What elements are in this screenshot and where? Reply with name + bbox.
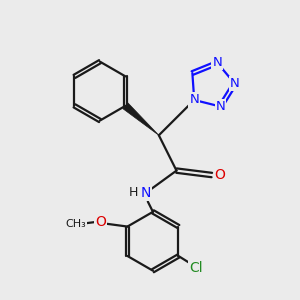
Text: Cl: Cl xyxy=(189,261,203,275)
Text: N: N xyxy=(230,77,240,90)
Text: N: N xyxy=(189,94,199,106)
Text: O: O xyxy=(95,215,106,229)
Polygon shape xyxy=(123,103,159,135)
Text: N: N xyxy=(212,56,222,69)
Text: H: H xyxy=(129,186,139,199)
Text: CH₃: CH₃ xyxy=(66,219,87,229)
Text: O: O xyxy=(214,168,226,182)
Text: N: N xyxy=(140,186,151,200)
Text: N: N xyxy=(216,100,225,113)
